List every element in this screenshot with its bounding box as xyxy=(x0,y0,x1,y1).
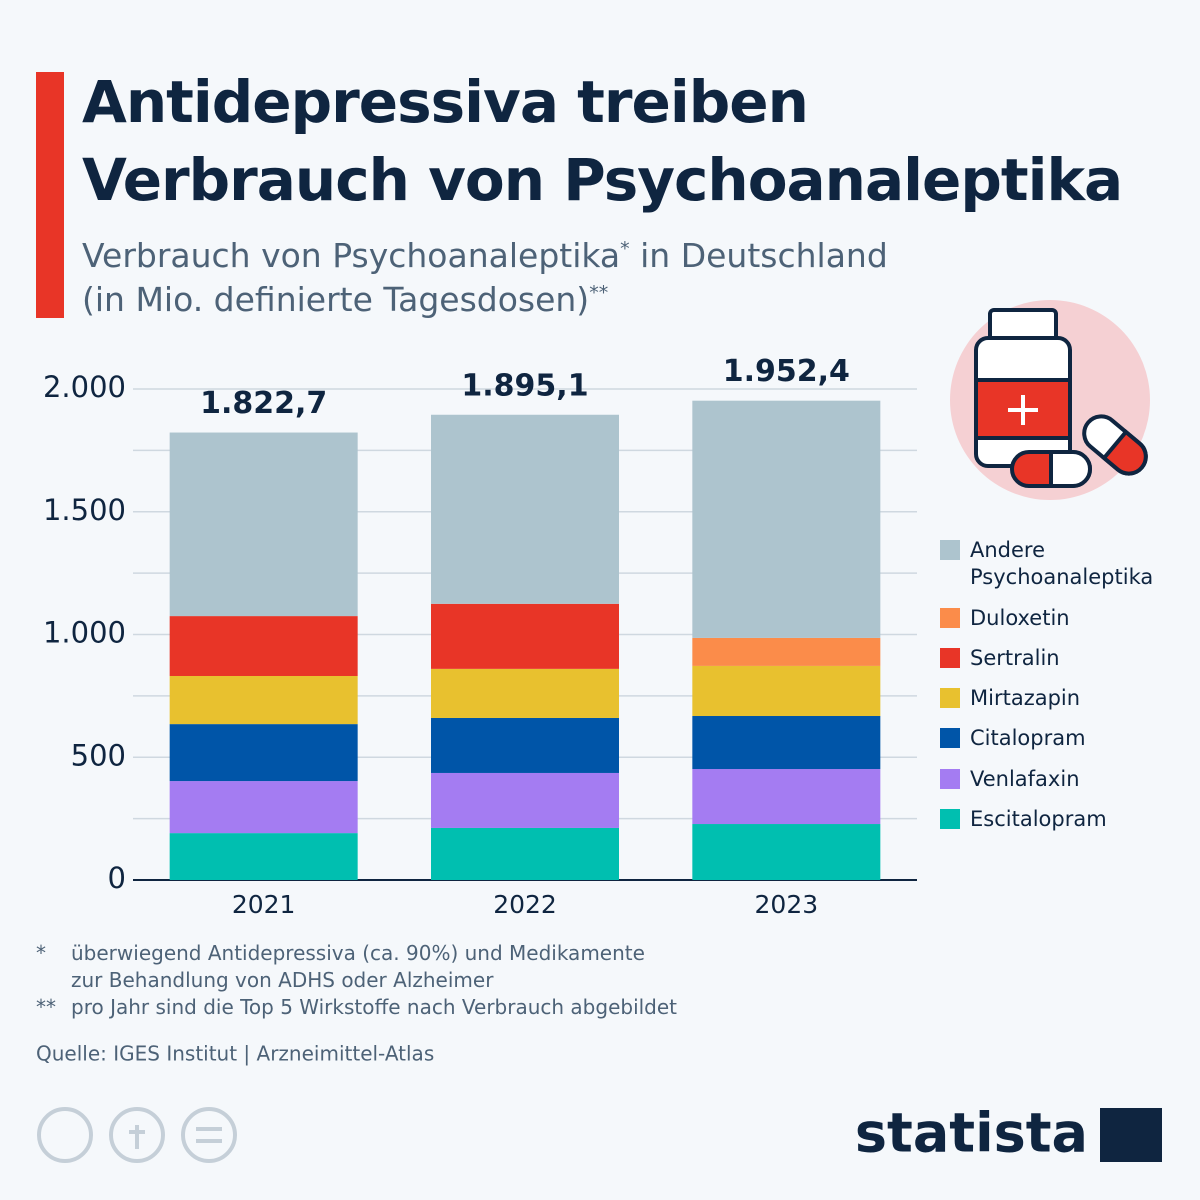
y-tick-label: 2.000 xyxy=(43,370,126,404)
pill-icon xyxy=(950,300,1150,500)
legend-swatch xyxy=(940,647,960,668)
bar-segment xyxy=(431,603,619,669)
subtitle-text: (in Mio. definierte Tagesdosen) xyxy=(82,280,590,319)
legend-item: Duloxetin xyxy=(940,605,1180,632)
legend-swatch xyxy=(940,768,960,789)
subtitle-mark: ** xyxy=(589,282,609,304)
brand-mark xyxy=(1100,1108,1162,1162)
legend-swatch xyxy=(940,728,960,749)
bar-segment xyxy=(169,432,358,617)
bar-segment xyxy=(692,769,881,825)
footnote-mark: * xyxy=(36,941,46,965)
bar-segment xyxy=(431,772,619,828)
x-tick-label: 2022 xyxy=(493,890,557,919)
legend-swatch xyxy=(940,607,960,628)
bar-segment xyxy=(692,637,881,666)
legend-item: Sertralin xyxy=(940,645,1180,672)
legend-swatch xyxy=(940,540,960,560)
bar-segment xyxy=(431,717,619,773)
footnote-line: pro Jahr sind die Top 5 Wirkstoffe nach … xyxy=(71,995,678,1019)
bar-segment xyxy=(431,827,619,880)
subtitle-mark: * xyxy=(620,238,630,260)
bar-segment xyxy=(169,675,358,725)
bar-segment xyxy=(169,724,358,782)
bar-segment xyxy=(169,781,358,834)
legend-label: Andere Psychoanaleptika xyxy=(970,538,1154,590)
bar-segment xyxy=(692,400,881,638)
title-line: Verbrauch von Psychoanaleptika xyxy=(82,146,1123,214)
subtitle: (in Mio. definierte Tagesdosen)** xyxy=(82,280,608,319)
legend-label: Mirtazapin xyxy=(970,686,1081,711)
legend-item: Escitalopram xyxy=(940,806,1180,833)
subtitle-text: Verbrauch von Psychoanaleptika xyxy=(82,236,621,275)
legend-label: Citalopram xyxy=(970,726,1086,751)
source: Quelle: IGES Institut | Arzneimittel-Atl… xyxy=(36,1042,434,1066)
y-tick-label: 1.000 xyxy=(43,616,126,650)
legend-swatch xyxy=(940,809,960,830)
bar-segment xyxy=(692,716,881,770)
subtitle: Verbrauch von Psychoanaleptika* in Deuts… xyxy=(82,236,888,275)
bar-segment xyxy=(169,616,358,676)
bar-segment xyxy=(169,833,358,880)
license-icons xyxy=(37,1107,237,1163)
total-label: 1.822,7 xyxy=(200,386,327,421)
total-label: 1.952,4 xyxy=(723,354,850,389)
footnote: * überwiegend Antidepressiva (ca. 90%) un… xyxy=(36,940,645,994)
y-tick-label: 0 xyxy=(108,861,126,895)
footnote-text: pro Jahr sind die Top 5 Wirkstoffe nach … xyxy=(71,994,677,1021)
footnote-text: überwiegend Antidepressiva (ca. 90%) und… xyxy=(71,940,645,994)
bar-segment xyxy=(431,414,619,604)
total-label: 1.895,1 xyxy=(461,368,588,403)
bar-segment xyxy=(431,668,619,718)
legend-label: Venlafaxin xyxy=(970,766,1080,791)
legend: Andere Psychoanaleptika Duloxetin Sertrali… xyxy=(940,537,1180,833)
bar-segment xyxy=(692,824,881,880)
y-tick-label: 1.500 xyxy=(43,493,126,527)
legend-item: Citalopram xyxy=(940,725,1180,752)
x-tick-label: 2023 xyxy=(755,890,819,919)
legend-item: Mirtazapin xyxy=(940,685,1180,712)
legend-label: Escitalopram xyxy=(970,807,1107,832)
legend-swatch xyxy=(940,688,960,709)
subtitle-text: in Deutschland xyxy=(629,236,888,275)
x-tick-label: 2021 xyxy=(232,890,296,919)
legend-label: Sertralin xyxy=(970,645,1060,670)
title-line: Antidepressiva treiben xyxy=(82,68,809,136)
legend-item: Andere Psychoanaleptika xyxy=(940,537,1180,592)
bar-segment xyxy=(692,665,881,717)
footnote: ** pro Jahr sind die Top 5 Wirkstoffe nac… xyxy=(36,994,677,1021)
footnote-line: zur Behandlung von ADHS oder Alzheimer xyxy=(71,968,494,992)
legend-item: Venlafaxin xyxy=(940,766,1180,793)
footnote-mark: ** xyxy=(36,995,56,1019)
legend-label: Duloxetin xyxy=(970,605,1070,630)
footnote-line: überwiegend Antidepressiva (ca. 90%) und… xyxy=(71,941,645,965)
y-tick-label: 500 xyxy=(71,738,126,772)
accent-bar xyxy=(36,72,64,318)
brand: statista xyxy=(855,1102,1088,1165)
